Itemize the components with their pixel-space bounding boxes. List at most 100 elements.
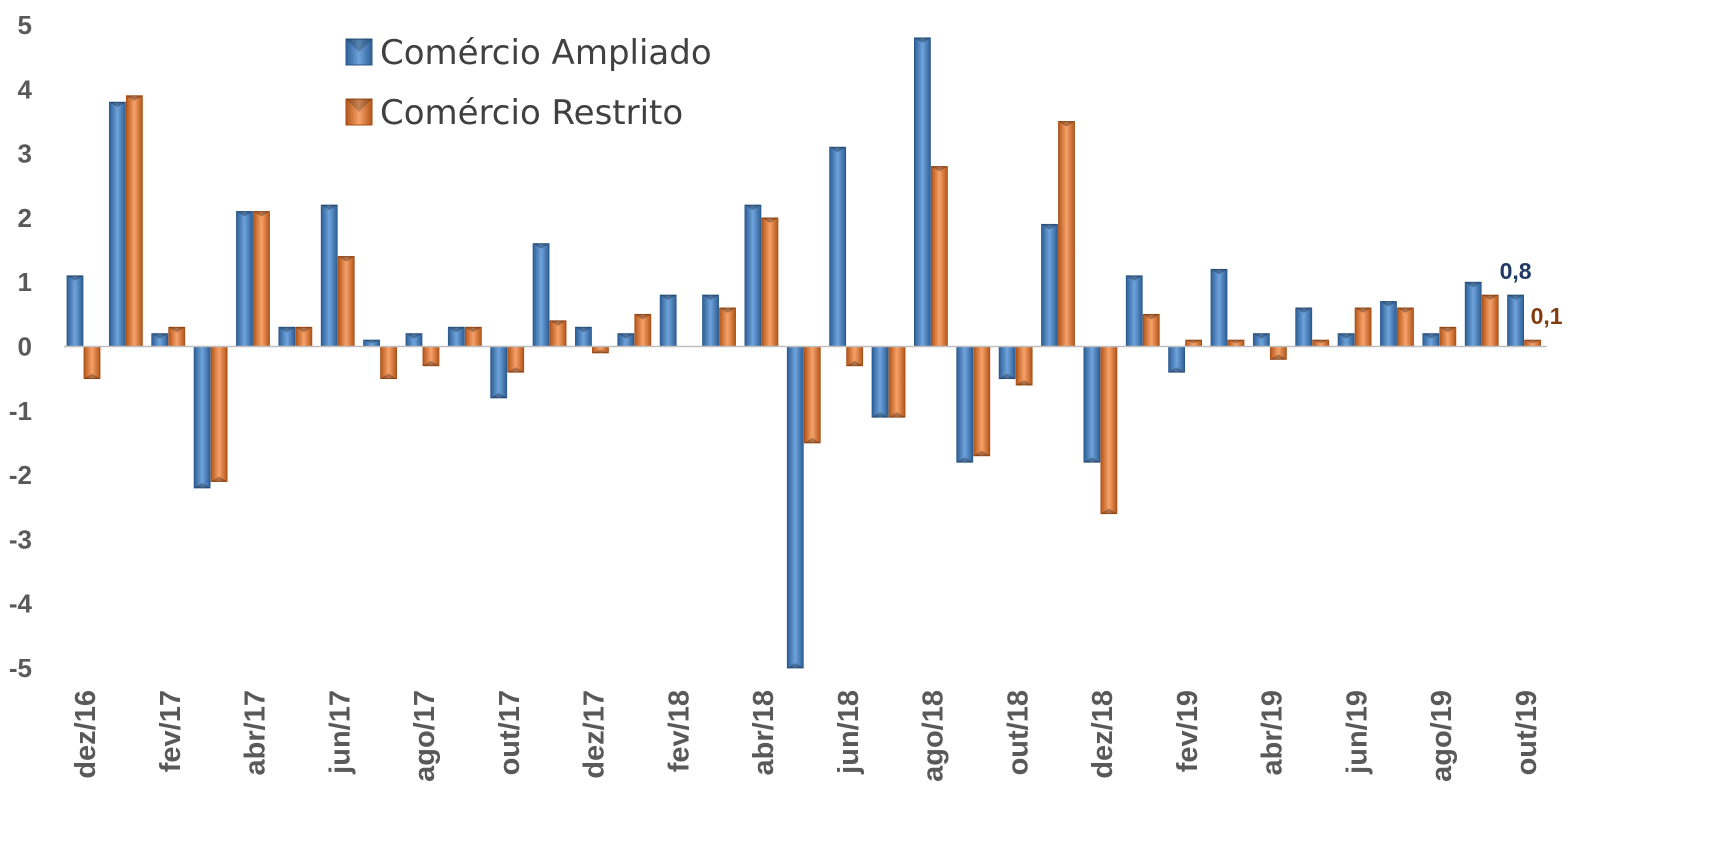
bar-comercio-ampliado-out-17 [490, 346, 508, 399]
bar-comercio-ampliado-abr-19 [1252, 333, 1270, 347]
bar-comercio-restrito-mai-17 [295, 326, 313, 347]
bar-comercio-restrito-fev-17 [168, 326, 186, 347]
bar-comercio-ampliado-mar-17 [193, 346, 211, 489]
bar-comercio-ampliado-jul-18 [871, 346, 889, 418]
x-tick-label: fev/18 [663, 690, 695, 772]
x-tick-label: abr/19 [1257, 690, 1289, 775]
bar-comercio-restrito-nov-18 [1058, 121, 1075, 347]
y-tick-label: 2 [18, 203, 32, 233]
bar-comercio-restrito-out-19 [1524, 339, 1541, 347]
bar-comercio-ampliado-mai-19 [1295, 307, 1313, 347]
bar-comercio-ampliado-ago-18 [914, 37, 931, 347]
bar-comercio-ampliado-ago-17 [405, 333, 423, 347]
bar-comercio-restrito-abr-18 [761, 217, 779, 347]
bar-comercio-ampliado-fev-19 [1168, 346, 1186, 373]
bar-comercio-ampliado-out-19 [1507, 294, 1524, 347]
x-tick-label: abr/17 [240, 690, 272, 775]
bar-comercio-ampliado-fev-17 [151, 333, 169, 347]
y-tick-label: -2 [9, 460, 32, 490]
bar-comercio-restrito-mai-19 [1312, 339, 1330, 347]
x-tick-label: jun/18 [833, 690, 865, 775]
bar-comercio-restrito-jan-19 [1142, 313, 1160, 347]
bar-comercio-ampliado-mai-18 [786, 346, 804, 669]
legend-swatch [345, 98, 373, 126]
x-tick-label: out/17 [494, 690, 526, 775]
x-tick-label: ago/18 [918, 690, 950, 782]
bar-comercio-ampliado-dez-16 [66, 275, 84, 347]
y-axis: 5 4 3 2 1 0 -1 -2 -3 -4 -5 [9, 10, 33, 683]
bar-comercio-restrito-ago-18 [931, 166, 948, 347]
bar-comercio-ampliado-jan-17 [108, 101, 126, 347]
bar-comercio-restrito-fev-19 [1185, 339, 1203, 347]
bar-comercio-restrito-out-17 [507, 346, 525, 373]
bar-comercio-restrito-set-18 [973, 346, 991, 457]
bar-comercio-restrito-mar-18 [719, 307, 736, 347]
bar-comercio-restrito-jun-17 [337, 256, 355, 347]
y-tick-label: -5 [9, 653, 32, 683]
bar-comercio-restrito-set-19 [1481, 294, 1499, 347]
bar-comercio-restrito-mar-19 [1227, 339, 1245, 347]
bar-comercio-restrito-jul-18 [888, 346, 906, 418]
bar-comercio-restrito-dez-17 [592, 346, 609, 354]
x-tick-label: jun/17 [324, 690, 356, 775]
bar-comercio-restrito-dez-16 [83, 346, 101, 380]
y-tick-label: 4 [18, 74, 33, 104]
bar-comercio-ampliado-jun-18 [829, 146, 847, 347]
y-tick-label: 5 [18, 10, 32, 40]
legend-label: Comércio Ampliado [380, 33, 712, 73]
x-tick-label: fev/17 [155, 690, 187, 772]
bar-comercio-restrito-mai-18 [803, 346, 821, 444]
bar-comercio-ampliado-abr-18 [744, 204, 762, 347]
x-tick-label: dez/18 [1087, 690, 1119, 779]
bar-comercio-restrito-jun-18 [846, 346, 864, 367]
y-tick-label: -3 [9, 524, 32, 554]
legend-label: Comércio Restrito [380, 93, 683, 133]
bar-comercio-restrito-ago-19 [1439, 326, 1457, 347]
bar-comercio-ampliado-dez-17 [575, 326, 592, 347]
bar-comercio-ampliado-set-19 [1464, 281, 1482, 347]
bar-comercio-restrito-mar-17 [210, 346, 228, 482]
bar-comercio-ampliado-jul-19 [1380, 301, 1397, 347]
x-tick-label: abr/18 [748, 690, 780, 775]
bar-comercio-ampliado-ago-19 [1422, 333, 1440, 347]
bar-comercio-restrito-dez-18 [1100, 346, 1118, 515]
x-tick-label: fev/19 [1172, 690, 1204, 772]
bar-comercio-restrito-jul-19 [1397, 307, 1414, 347]
x-tick-label: out/19 [1511, 690, 1543, 775]
bar-comercio-ampliado-set-18 [956, 346, 974, 463]
y-tick-label: 1 [18, 267, 32, 297]
bar-comercio-restrito-jan-18 [634, 313, 652, 347]
bar-comercio-restrito-out-18 [1015, 346, 1033, 386]
legend-item-comercio-restrito: Comércio Restrito [345, 93, 683, 133]
bar-comercio-ampliado-jun-19 [1337, 333, 1355, 347]
bar-comercio-ampliado-fev-18 [659, 294, 677, 347]
x-tick-label: out/18 [1002, 690, 1034, 775]
x-tick-label: ago/17 [409, 690, 441, 782]
bar-comercio-ampliado-set-17 [447, 326, 465, 347]
y-tick-label: -4 [9, 589, 33, 619]
bar-comercio-restrito-nov-17 [549, 320, 567, 347]
x-tick-label: ago/19 [1426, 690, 1458, 782]
bar-comercio-ampliado-mai-17 [278, 326, 296, 347]
x-tick-label: jun/19 [1341, 690, 1373, 775]
bar-comercio-ampliado-nov-18 [1041, 223, 1058, 347]
x-tick-label: dez/17 [579, 690, 611, 779]
y-tick-label: 3 [18, 139, 32, 169]
bar-comercio-ampliado-jan-18 [617, 333, 635, 347]
bar-comercio-ampliado-out-18 [998, 346, 1016, 380]
bar-comercio-ampliado-jun-17 [320, 204, 338, 347]
bar-comercio-ampliado-abr-17 [236, 211, 253, 347]
bar-comercio-restrito-abr-17 [253, 211, 270, 347]
bar-comercio-ampliado-nov-17 [532, 243, 550, 347]
bar-comercio-restrito-jun-19 [1354, 307, 1372, 347]
bar-comercio-restrito-set-17 [464, 326, 482, 347]
bar-comercio-ampliado-dez-18 [1083, 346, 1101, 463]
bar-comercio-ampliado-mar-18 [702, 294, 719, 347]
x-axis: dez/16 fev/17 abr/17 jun/17 ago/17 out/17 dez/… [70, 690, 1543, 782]
bar-comercio-restrito-jul-17 [380, 346, 397, 380]
bar-comercio-restrito-abr-19 [1269, 346, 1287, 360]
bar-comercio-ampliado-mar-19 [1210, 268, 1228, 347]
y-tick-label: 0 [18, 332, 32, 362]
